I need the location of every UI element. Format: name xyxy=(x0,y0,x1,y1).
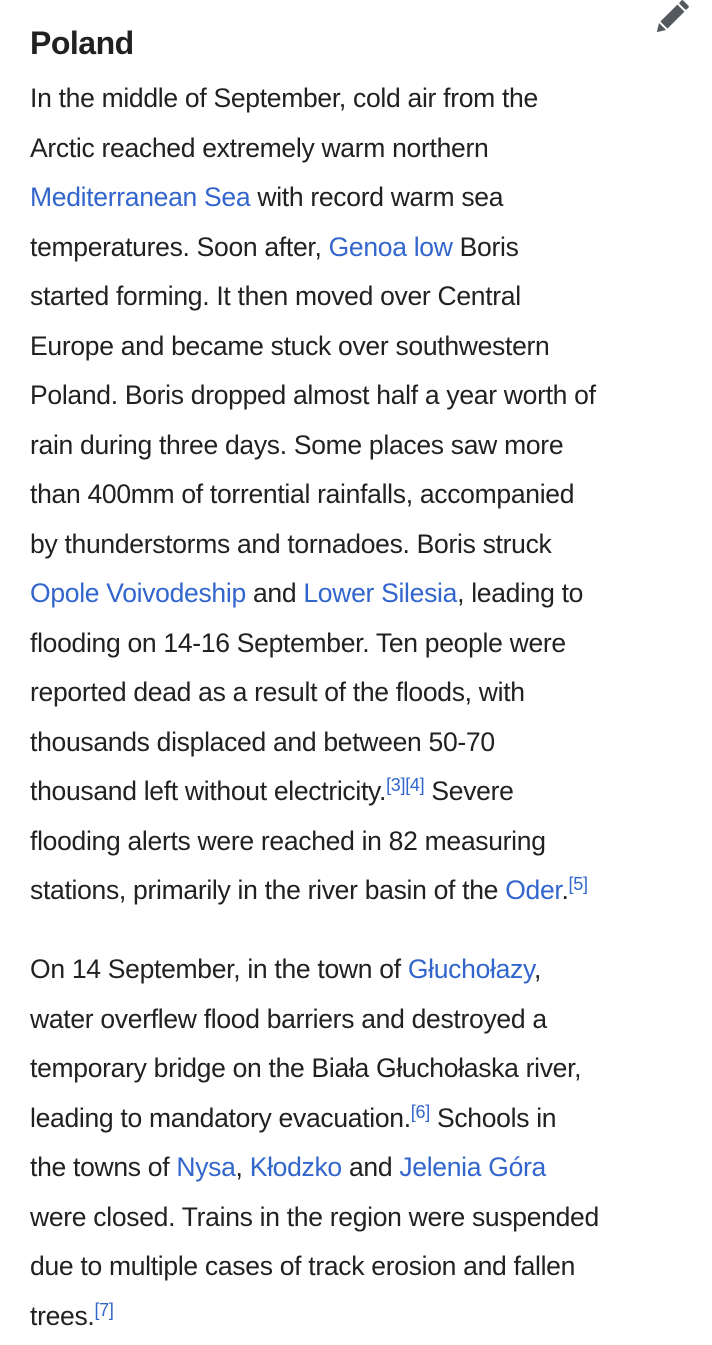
article-link[interactable]: Mediterranean Sea xyxy=(30,182,251,212)
text: started forming. It then moved over Cent… xyxy=(30,281,521,311)
text: and xyxy=(341,1152,400,1182)
text: by thunderstorms and tornadoes. Boris st… xyxy=(30,528,552,559)
text-line: Poland. Boris dropped almost half a year… xyxy=(30,371,596,421)
text: Severe xyxy=(424,776,514,806)
text: thousands displaced and between 50-70 xyxy=(30,726,495,757)
text-line: flooding alerts were reached in 82 measu… xyxy=(30,817,596,867)
pencil-icon xyxy=(656,0,689,33)
text: Schools in xyxy=(429,1102,557,1133)
text: than 400mm of torrential rainfalls, acco… xyxy=(30,479,575,509)
text-line: flooding on 14-16 September. Ten people … xyxy=(30,619,596,669)
text: Poland. Boris dropped almost half a year… xyxy=(30,380,596,410)
section-heading: Poland xyxy=(30,24,134,61)
text: stations, primarily in the river basin o… xyxy=(30,875,506,905)
text-line: rain during three days. Some places saw … xyxy=(30,421,596,471)
text: , xyxy=(533,954,542,984)
text: , xyxy=(235,1152,250,1182)
text-line: leading to mandatory evacuation.[6] Scho… xyxy=(30,1094,599,1144)
text: and xyxy=(245,578,304,608)
text-line: the towns of Nysa, Kłodzko and Jelenia G… xyxy=(30,1143,599,1193)
paragraph: In the middle of September, cold air fro… xyxy=(30,74,596,916)
text-line: by thunderstorms and tornadoes. Boris st… xyxy=(30,520,596,570)
citation-reference[interactable]: [4] xyxy=(405,775,425,795)
text-line: Europe and became stuck over southwester… xyxy=(30,322,596,372)
text: temporary bridge on the Biała Głuchołask… xyxy=(30,1053,582,1083)
text: Europe and became stuck over southwester… xyxy=(30,330,550,361)
article-link[interactable]: Lower Silesia xyxy=(303,578,458,608)
text: Boris xyxy=(452,231,519,262)
citation-reference[interactable]: [7] xyxy=(94,1299,114,1320)
article-link[interactable]: Nysa xyxy=(176,1152,236,1182)
citation-reference[interactable]: [5] xyxy=(568,874,588,894)
text-line: due to multiple cases of track erosion a… xyxy=(30,1242,599,1292)
article-link[interactable]: Jelenia Góra xyxy=(399,1152,546,1182)
text-line: On 14 September, in the town of Głuchoła… xyxy=(30,945,599,995)
article-link[interactable]: Genoa low xyxy=(328,231,453,262)
text: On 14 September, in the town of xyxy=(30,954,408,984)
article-link[interactable]: Oder xyxy=(505,875,562,905)
text-line: than 400mm of torrential rainfalls, acco… xyxy=(30,470,596,520)
text: due to multiple cases of track erosion a… xyxy=(30,1251,576,1281)
text: water overflew flood barriers and destro… xyxy=(30,1003,547,1034)
text-line: reported dead as a result of the floods,… xyxy=(30,668,596,718)
citation-reference[interactable]: [6] xyxy=(410,1101,430,1122)
text-line: water overflew flood barriers and destro… xyxy=(30,995,599,1045)
text-line: Arctic reached extremely warm northern xyxy=(30,124,596,174)
text: flooding alerts were reached in 82 measu… xyxy=(30,825,546,856)
text: , leading to xyxy=(457,578,584,608)
text: temperatures. Soon after, xyxy=(30,231,329,262)
text-line: were closed. Trains in the region were s… xyxy=(30,1193,599,1243)
text-line: temporary bridge on the Biała Głuchołask… xyxy=(30,1044,599,1094)
text-line: thousand left without electricity.[3][4]… xyxy=(30,767,596,817)
text-line: Mediterranean Sea with record warm sea xyxy=(30,173,596,223)
text: rain during three days. Some places saw … xyxy=(30,429,564,460)
edit-section-button[interactable] xyxy=(652,0,690,36)
article-link[interactable]: Kłodzko xyxy=(249,1152,342,1182)
text: In the middle of September, cold air fro… xyxy=(30,83,538,113)
citation-reference[interactable]: [3] xyxy=(386,775,406,795)
text: trees. xyxy=(30,1300,95,1331)
article-link[interactable]: Opole Voivodeship xyxy=(30,578,246,608)
text-line: stations, primarily in the river basin o… xyxy=(30,866,596,916)
paragraph: On 14 September, in the town of Głuchoła… xyxy=(30,945,599,1341)
text: Arctic reached extremely warm northern xyxy=(30,132,489,163)
text-line: temperatures. Soon after, Genoa low Bori… xyxy=(30,223,596,273)
text: were closed. Trains in the region were s… xyxy=(30,1201,599,1232)
text: the towns of xyxy=(30,1152,177,1182)
text-line: started forming. It then moved over Cent… xyxy=(30,272,596,322)
text: flooding on 14-16 September. Ten people … xyxy=(30,627,566,658)
text-line: In the middle of September, cold air fro… xyxy=(30,74,596,124)
text: thousand left without electricity. xyxy=(30,776,387,806)
text: reported dead as a result of the floods,… xyxy=(30,677,525,707)
text-line: Opole Voivodeship and Lower Silesia, lea… xyxy=(30,569,596,619)
text-line: trees.[7] xyxy=(30,1292,599,1342)
text: leading to mandatory evacuation. xyxy=(30,1102,411,1133)
article-link[interactable]: Głuchołazy xyxy=(407,954,534,984)
text: with record warm sea xyxy=(250,182,504,212)
text: . xyxy=(561,875,569,905)
text-line: thousands displaced and between 50-70 xyxy=(30,718,596,768)
